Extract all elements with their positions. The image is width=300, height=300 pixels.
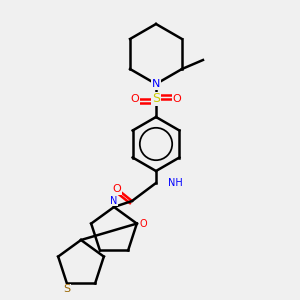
Text: NH: NH bbox=[168, 178, 183, 188]
Text: O: O bbox=[172, 94, 182, 104]
Text: O: O bbox=[139, 219, 147, 229]
Text: O: O bbox=[130, 94, 140, 104]
Text: S: S bbox=[152, 92, 160, 106]
Text: N: N bbox=[110, 196, 118, 206]
Text: N: N bbox=[152, 79, 160, 89]
Text: O: O bbox=[112, 184, 122, 194]
Text: S: S bbox=[63, 284, 70, 294]
